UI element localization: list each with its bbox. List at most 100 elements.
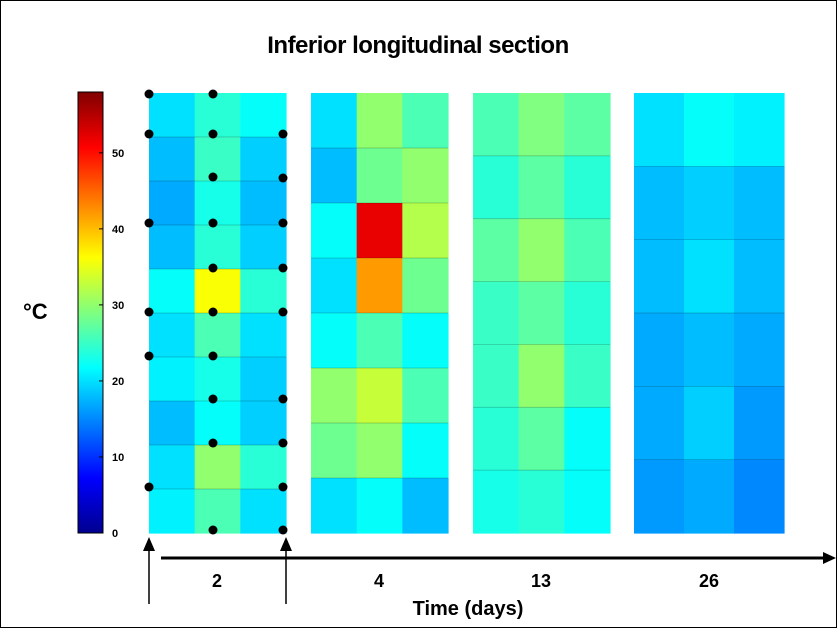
- heat-cell: [311, 203, 358, 259]
- heat-cell: [684, 313, 735, 387]
- heat-cell: [194, 137, 241, 182]
- heat-cell: [149, 357, 196, 402]
- heat-cell: [356, 203, 403, 259]
- sensor-dot: [278, 394, 288, 404]
- heat-cell: [240, 313, 287, 358]
- heat-cell: [634, 386, 685, 461]
- heat-cell: [473, 93, 520, 157]
- heat-cell: [149, 137, 196, 182]
- heat-cell: [564, 281, 611, 346]
- heat-cell: [240, 357, 287, 402]
- heat-cell: [149, 269, 196, 314]
- sensor-dot: [208, 129, 218, 139]
- end-arrow-head: [280, 537, 292, 551]
- heat-cell: [518, 155, 565, 220]
- colorbar-ticks: 0 10 20 30 40 50: [99, 148, 124, 540]
- heat-cell: [311, 423, 358, 479]
- panel-day-13: [473, 93, 611, 534]
- heat-cell: [311, 368, 358, 424]
- time-tick-label: 26: [699, 571, 719, 591]
- heat-cell: [684, 166, 735, 241]
- heat-cell: [149, 181, 196, 226]
- heat-cell: [402, 423, 449, 479]
- heat-cell: [356, 368, 403, 424]
- chart-title: Inferior longitudinal section: [267, 32, 569, 59]
- heat-cell: [518, 344, 565, 408]
- heat-cell: [149, 489, 196, 534]
- heat-cell: [734, 459, 785, 534]
- heat-cell: [564, 407, 611, 471]
- heat-cell: [734, 313, 785, 387]
- sensor-dot: [278, 263, 288, 273]
- sensor-dot: [144, 482, 154, 492]
- heat-cell: [634, 459, 685, 534]
- heat-cell: [684, 386, 735, 461]
- heat-cell: [634, 239, 685, 314]
- heat-cell: [240, 181, 287, 226]
- heat-cell: [149, 401, 196, 446]
- heat-cell: [402, 258, 449, 314]
- heat-cell: [356, 478, 403, 534]
- sensor-dot: [278, 173, 288, 183]
- heat-cell: [473, 344, 520, 408]
- heat-cell: [311, 313, 358, 369]
- heat-cell: [194, 225, 241, 270]
- sensor-dot: [144, 89, 154, 99]
- heat-cell: [402, 478, 449, 534]
- sensor-dot: [208, 307, 218, 317]
- heat-cell: [402, 368, 449, 424]
- heat-cell: [240, 445, 287, 490]
- heat-cell: [194, 489, 241, 534]
- heat-cell: [356, 93, 403, 149]
- heat-cell: [402, 313, 449, 369]
- time-tick-labels: 2 4 13 26: [212, 571, 719, 591]
- sensor-dot: [208, 218, 218, 228]
- heat-cell: [473, 218, 520, 283]
- heat-cell: [518, 93, 565, 157]
- heat-cell: [149, 93, 196, 138]
- sensor-dot: [144, 307, 154, 317]
- heat-cell: [634, 93, 685, 167]
- heat-cell: [564, 155, 611, 220]
- time-tick-label: 4: [374, 571, 384, 591]
- heat-cell: [402, 93, 449, 149]
- panel-day-26: [634, 93, 785, 534]
- heat-cell: [564, 344, 611, 408]
- heat-cell: [311, 258, 358, 314]
- heat-cell: [194, 445, 241, 490]
- heat-cell: [473, 281, 520, 346]
- heat-cell: [149, 445, 196, 490]
- colorbar-tick-label: 20: [112, 376, 124, 388]
- heat-cell: [518, 407, 565, 471]
- heat-cell: [240, 225, 287, 270]
- heat-cell: [356, 313, 403, 369]
- heat-cell: [684, 459, 735, 534]
- heat-cell: [734, 93, 785, 167]
- heat-cell: [194, 401, 241, 446]
- heat-cell: [734, 166, 785, 241]
- heat-cell: [564, 470, 611, 534]
- colorbar: [77, 91, 104, 534]
- heat-cell: [518, 470, 565, 534]
- sensor-dot: [208, 263, 218, 273]
- heat-cell: [240, 269, 287, 314]
- sensor-dot: [278, 129, 288, 139]
- time-tick-label: 13: [531, 571, 551, 591]
- heat-cell: [194, 181, 241, 226]
- colorbar-label: °C: [23, 299, 48, 324]
- heat-cell: [634, 166, 685, 241]
- heat-cell: [194, 269, 241, 314]
- heat-cell: [311, 478, 358, 534]
- heat-cell: [194, 357, 241, 402]
- sensor-dot: [278, 307, 288, 317]
- heat-cell: [240, 93, 287, 138]
- colorbar-tick-label: 10: [112, 452, 124, 464]
- heat-cell: [402, 203, 449, 259]
- time-axis-arrowhead: [823, 552, 836, 564]
- heat-cell: [473, 470, 520, 534]
- heat-cell: [564, 218, 611, 283]
- heat-cell: [518, 281, 565, 346]
- heat-cell: [240, 489, 287, 534]
